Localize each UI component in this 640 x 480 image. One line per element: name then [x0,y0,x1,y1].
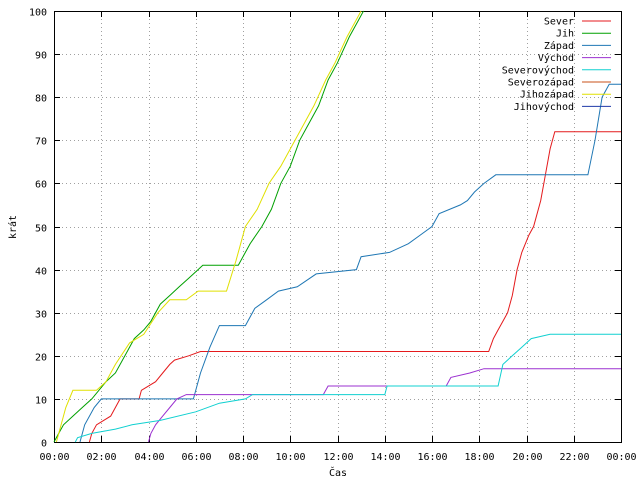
legend-label: Severovýchod [502,64,574,76]
y-tick-label: 10 [35,396,47,407]
x-tick-label: 14:00 [370,452,400,463]
legend-label: Východ [538,52,574,64]
y-tick-label: 70 [35,137,47,148]
y-axis-label: krát [7,215,19,239]
legend-label: Jih [556,29,574,40]
y-tick-label: 40 [35,267,47,278]
x-tick-label: 22:00 [559,452,589,463]
series-line [74,333,621,443]
x-tick-label: 06:00 [181,452,211,463]
series-line [55,10,362,443]
x-tick-label: 00:00 [606,452,636,463]
x-tick-label: 16:00 [417,452,447,463]
x-tick-label: 02:00 [86,452,116,463]
legend: SeverJihZápadVýchodSeverovýchodSeverozáp… [502,17,611,113]
series-line [88,131,621,443]
x-axis-ticks: 00:00 02:00 04:00 06:00 08:00 10:00 12:00 14:00… [39,11,637,463]
y-tick-label: 60 [35,180,47,191]
legend-label: Západ [544,40,574,52]
x-tick-label: 08:00 [228,452,258,463]
x-axis-label: Čas [329,466,347,479]
y-tick-label: 20 [35,353,47,364]
grid [54,11,621,442]
legend-label: Jihovýchod [514,101,574,113]
series-line [53,10,364,443]
x-tick-label: 00:00 [39,452,69,463]
x-tick-label: 12:00 [323,452,353,463]
series-lines [53,10,621,443]
legend-label: Jihozápad [520,89,574,101]
x-tick-label: 20:00 [512,452,542,463]
y-tick-label: 100 [29,8,47,19]
series-line [79,83,621,443]
legend-label: Severozápad [508,77,574,89]
y-tick-label: 0 [41,439,47,450]
y-tick-label: 90 [35,51,47,62]
series-line [148,368,621,443]
y-tick-label: 30 [35,310,47,321]
x-tick-label: 04:00 [134,452,164,463]
x-tick-label: 18:00 [464,452,494,463]
x-tick-label: 10:00 [275,452,305,463]
y-axis-ticks: 0 10 20 30 40 50 60 70 80 90 100 [29,8,621,450]
y-tick-label: 50 [35,224,47,235]
y-tick-label: 80 [35,94,47,105]
legend-label: Sever [544,17,574,28]
